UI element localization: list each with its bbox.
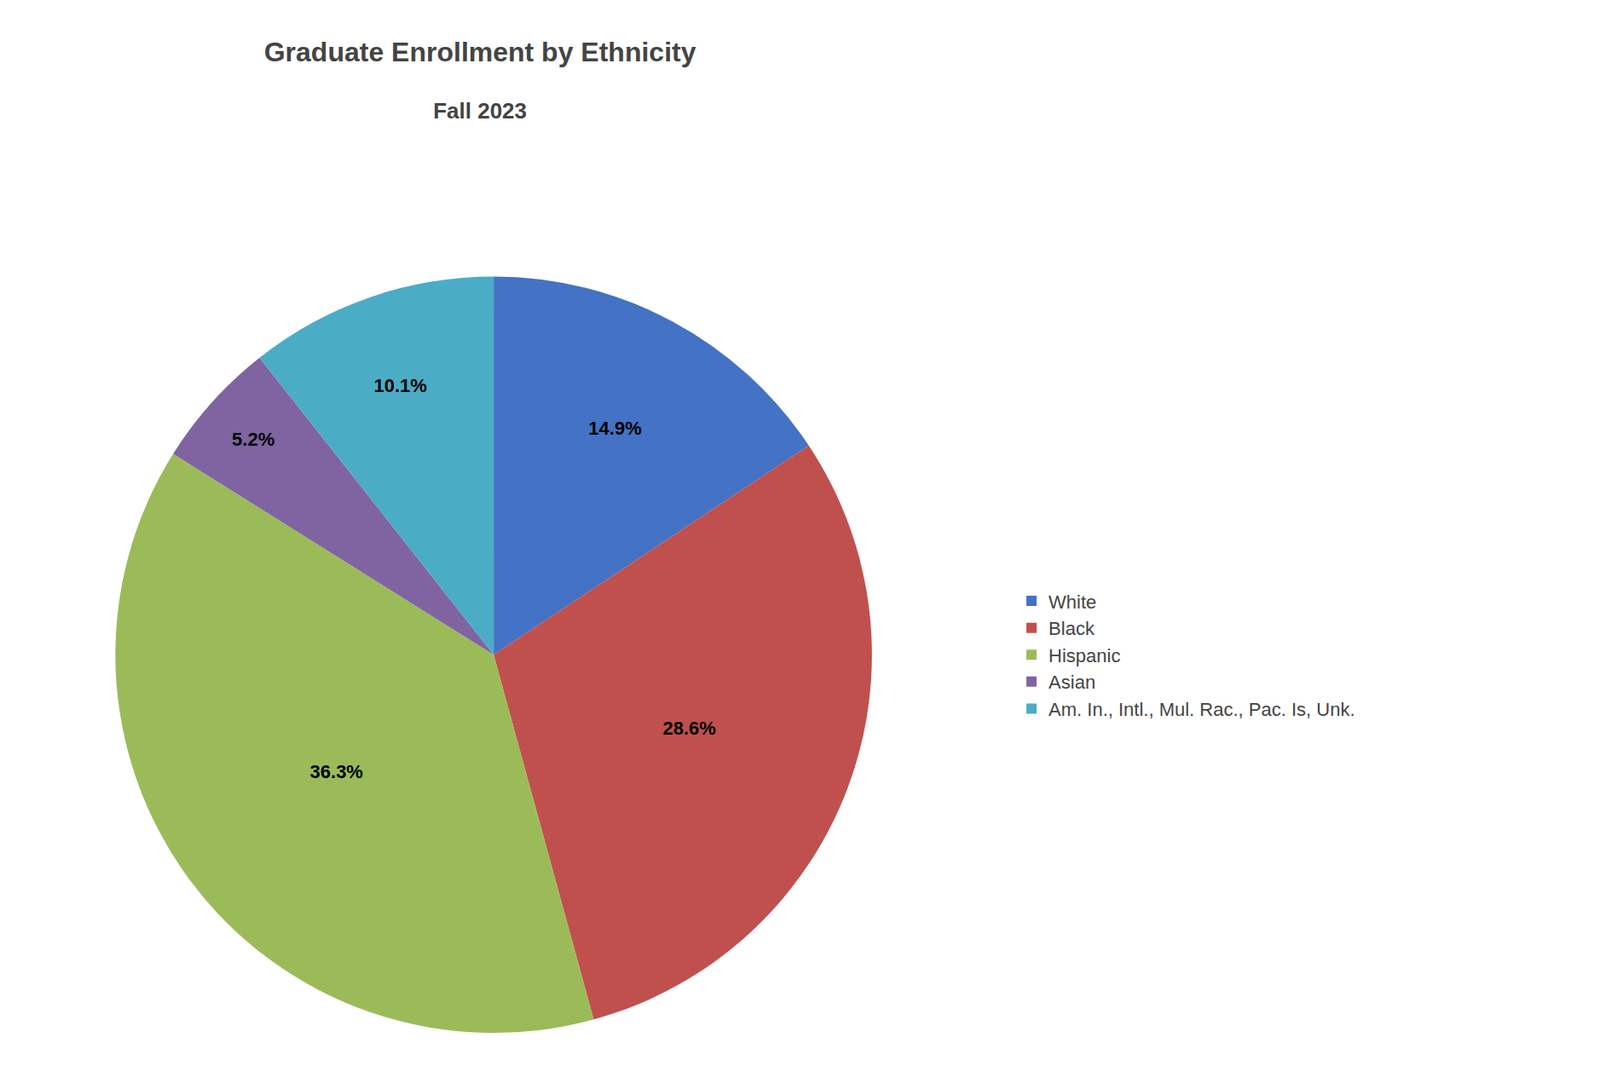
svg-text:28.6%: 28.6% [662, 717, 716, 740]
svg-text:Asian: Asian [1048, 671, 1096, 694]
svg-text:Fall 2023: Fall 2023 [433, 98, 527, 124]
svg-text:Graduate Enrollment by Ethnici: Graduate Enrollment by Ethnicity [264, 36, 697, 68]
svg-text:10.1%: 10.1% [373, 375, 427, 397]
svg-text:White: White [1048, 591, 1097, 613]
svg-text:14.9%: 14.9% [588, 417, 642, 439]
svg-text:Hispanic: Hispanic [1048, 645, 1121, 667]
svg-text:5.2%: 5.2% [231, 428, 275, 451]
svg-text:Black: Black [1048, 618, 1096, 640]
svg-text:36.3%: 36.3% [310, 761, 364, 783]
svg-text:Am. In., Intl., Mul. Rac., Pac: Am. In., Intl., Mul. Rac., Pac. Is, Unk. [1048, 698, 1355, 721]
